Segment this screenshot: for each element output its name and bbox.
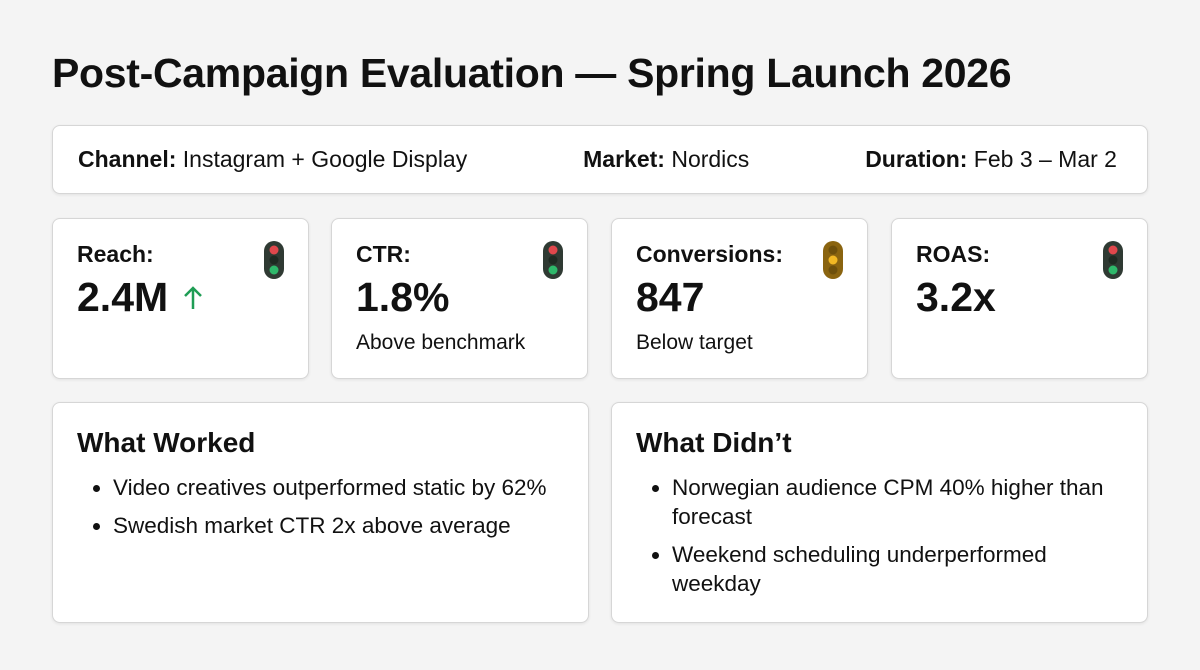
meta-label: Market: <box>583 146 665 172</box>
kpi-value: 847 <box>636 274 705 320</box>
kpi-card: CTR: 1.8% Above benchmark <box>331 218 588 379</box>
kpi-note: Above benchmark <box>356 331 526 354</box>
section-list: Norwegian audience CPM 40% higher than f… <box>636 473 1123 598</box>
kpi-card: Conversions: 847 Below target <box>611 218 868 379</box>
traffic-light <box>823 241 843 279</box>
kpi-value: 1.8% <box>356 274 450 320</box>
section-item: Video creatives outperformed static by 6… <box>113 473 564 502</box>
kpi-value: 2.4M <box>77 274 169 320</box>
section-card: What Worked Video creatives outperformed… <box>52 402 589 623</box>
up-arrow <box>184 285 203 309</box>
meta-value: Nordics <box>671 146 750 172</box>
kpi-label: Conversions: <box>636 241 783 267</box>
traffic-light <box>543 241 563 279</box>
title: Post-Campaign Evaluation — Spring Launch… <box>52 50 1012 96</box>
meta-bar: Channel: Instagram + Google Display Mark… <box>52 125 1148 194</box>
kpi-value-row: 2.4M <box>77 274 284 321</box>
section-item: Norwegian audience CPM 40% higher than f… <box>672 473 1123 531</box>
section-card: What Didn’t Norwegian audience CPM 40% h… <box>611 402 1148 623</box>
section-item: Swedish market CTR 2x above average <box>113 511 564 540</box>
kpi-card: ROAS: 3.2x <box>891 218 1148 379</box>
traffic-light <box>264 241 284 279</box>
section-title: What Worked <box>77 427 256 458</box>
kpi-label: Reach: <box>77 241 154 267</box>
meta-item: Market: Nordics <box>583 146 749 173</box>
meta-label: Duration: <box>865 146 968 172</box>
kpi-label: ROAS: <box>916 241 991 267</box>
kpi-label: CTR: <box>356 241 411 267</box>
section-title: What Didn’t <box>636 427 792 458</box>
meta-label: Channel: <box>78 146 177 172</box>
kpi-value: 3.2x <box>916 274 996 320</box>
section-item: Weekend scheduling underperformed weekda… <box>672 540 1123 598</box>
meta-item: Channel: Instagram + Google Display <box>78 146 467 173</box>
kpi-note: Below target <box>636 331 753 354</box>
kpi-card: Reach: 2.4M <box>52 218 309 379</box>
meta-value: Feb 3 – Mar 2 <box>973 146 1117 172</box>
traffic-light <box>1103 241 1123 279</box>
meta-value: Instagram + Google Display <box>182 146 468 172</box>
meta-item: Duration: Feb 3 – Mar 2 <box>865 146 1117 173</box>
section-list: Video creatives outperformed static by 6… <box>77 473 564 540</box>
